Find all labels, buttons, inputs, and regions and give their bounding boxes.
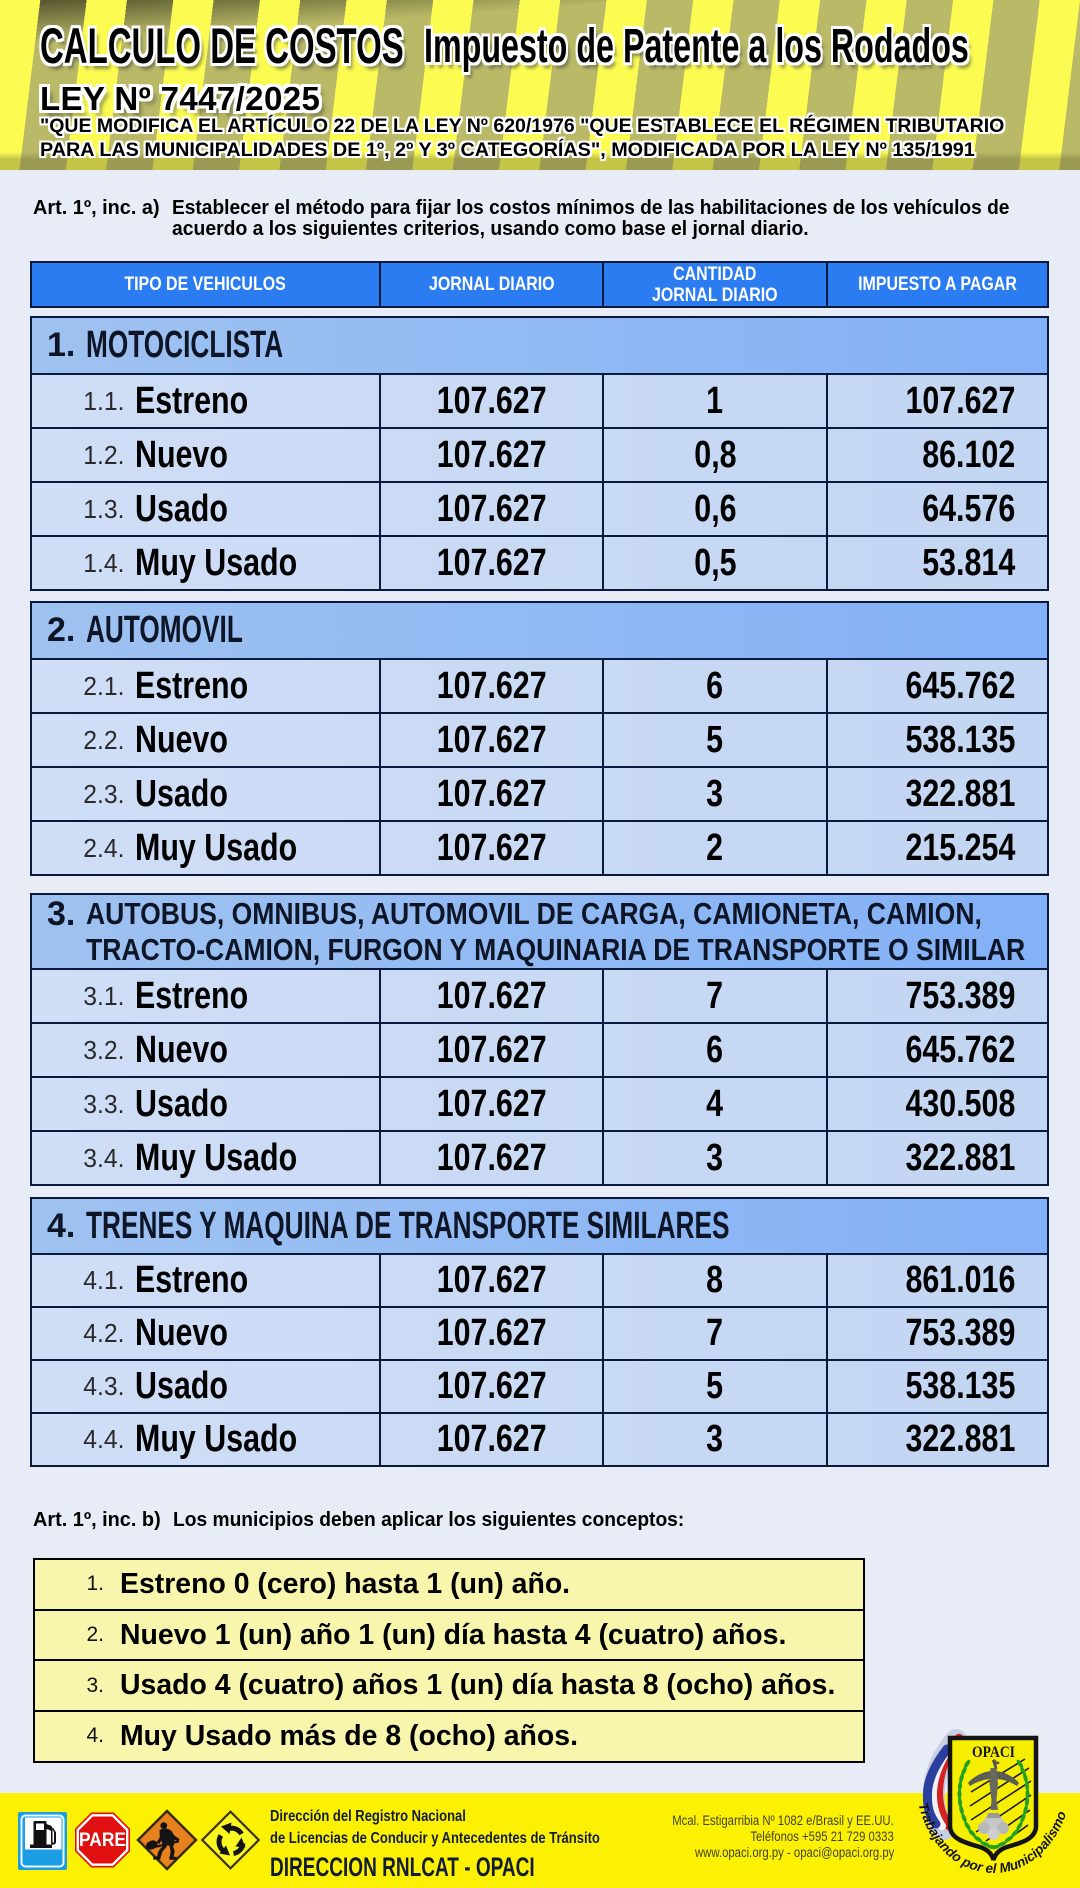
svg-text:PARE: PARE — [79, 1830, 126, 1851]
svg-text:OPACI: OPACI — [972, 1744, 1015, 1761]
